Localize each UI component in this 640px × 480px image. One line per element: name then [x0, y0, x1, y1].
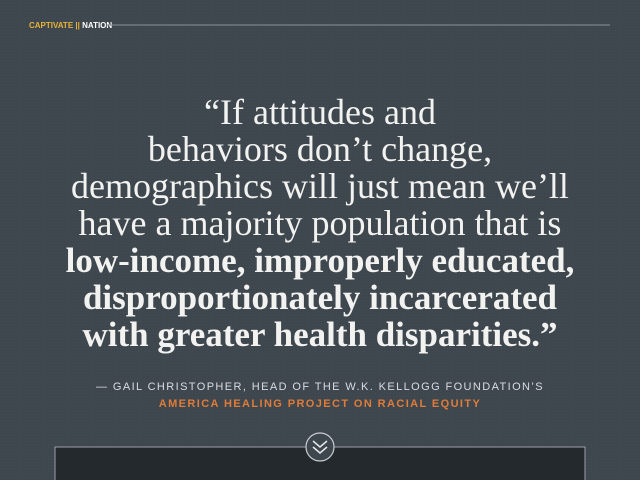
quote-line-bold: with greater health disparities.”	[82, 315, 557, 354]
quote-line-bold: low-income, improperly educated,	[66, 241, 575, 280]
quote-line: have a majority population that is	[79, 203, 562, 243]
quote-line: behaviors don’t change,	[148, 129, 492, 169]
brand-part: ||	[75, 21, 79, 30]
brand-part: CAPTIVATE	[29, 21, 74, 30]
brand-part: NATION	[82, 21, 112, 30]
brand: CAPTIVATE || NATION	[29, 21, 112, 30]
quote-line-bold: disproportionately incarcerated	[83, 278, 558, 317]
attribution-highlight: AMERICA HEALING PROJECT ON RACIAL EQUITY	[159, 398, 481, 410]
attribution-line: — GAIL CHRISTOPHER, HEAD OF THE W.K. KEL…	[96, 381, 544, 393]
quote-line: “If attitudes and	[204, 92, 436, 132]
quote-line: demographics will just mean we’ll	[71, 166, 569, 206]
chevron	[312, 440, 328, 448]
chevron	[312, 446, 328, 454]
